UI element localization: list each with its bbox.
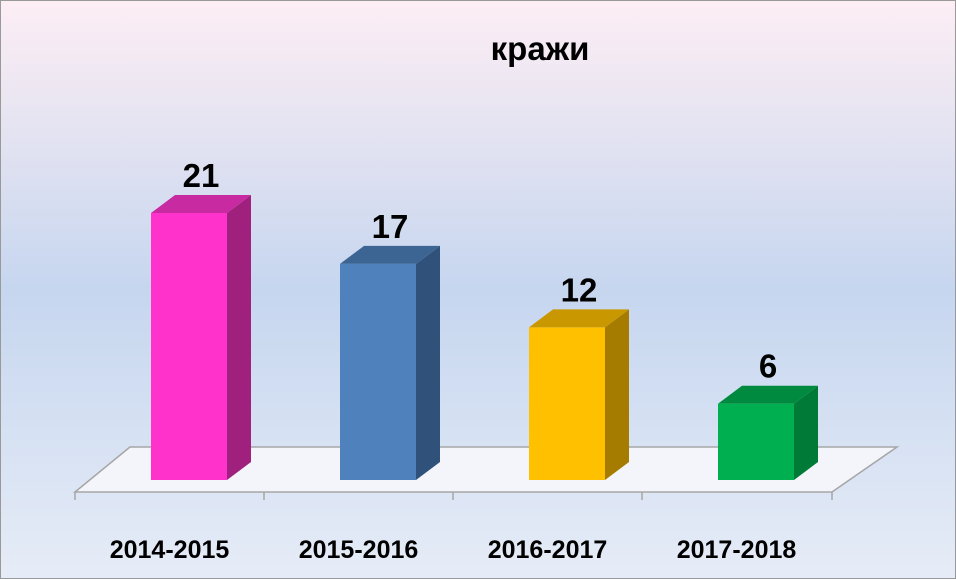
bar-side [227, 195, 251, 480]
bar [718, 403, 794, 480]
bar-top [151, 195, 251, 213]
bar [151, 213, 227, 480]
x-tick-label: 2015-2016 [299, 536, 419, 564]
bar [529, 327, 605, 480]
bar-top [718, 385, 818, 404]
x-tick-label: 2017-2018 [677, 536, 797, 564]
x-tick-label: 2016-2017 [488, 536, 608, 564]
bar [340, 263, 416, 480]
bar-side [794, 385, 818, 480]
x-tick-label: 2014-2015 [110, 536, 230, 564]
data-label: 6 [759, 348, 777, 385]
floor [72, 446, 900, 500]
data-label: 12 [561, 271, 598, 308]
bar-top [529, 309, 629, 328]
data-label: 21 [183, 157, 220, 194]
bar-side [605, 309, 629, 480]
bar-side [416, 245, 440, 480]
data-label: 17 [372, 208, 409, 245]
chart-title: кражи [491, 30, 590, 67]
bar-top [340, 245, 440, 264]
